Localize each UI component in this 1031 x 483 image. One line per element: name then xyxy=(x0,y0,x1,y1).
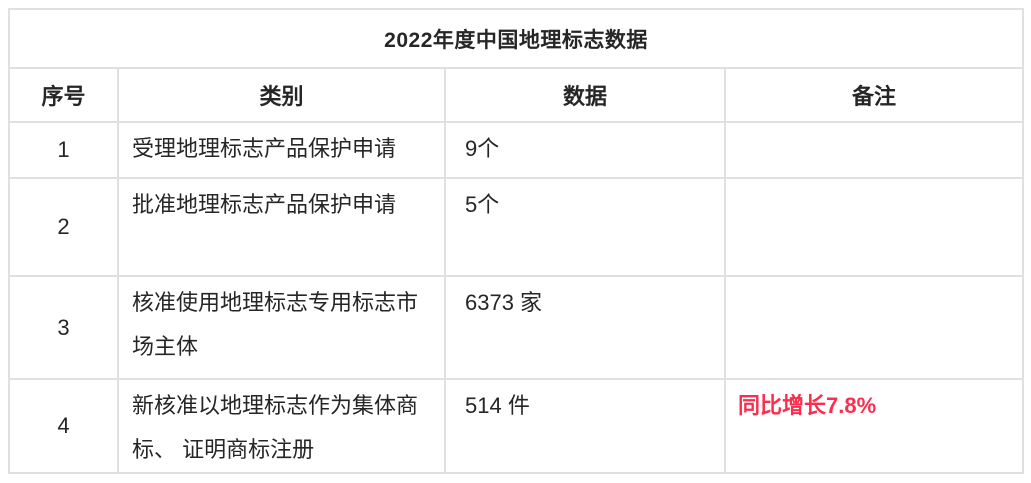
column-header-remark: 备注 xyxy=(723,67,1025,123)
column-header-no: 序号 xyxy=(8,67,119,123)
title-row: 2022年度中国地理标志数据 xyxy=(7,8,1025,69)
column-header-value: 数据 xyxy=(444,67,726,123)
cell-value: 9个 xyxy=(444,121,726,179)
cell-category: 新核准以地理标志作为集体商 标、 证明商标注册 xyxy=(117,378,446,474)
cell-value: 5个 xyxy=(444,177,726,277)
cell-remark xyxy=(723,177,1025,277)
cell-value: 514 件 xyxy=(444,378,726,474)
cell-category: 批准地理标志产品保护申请 xyxy=(117,177,446,277)
header-row: 序号 类别 数据 备注 xyxy=(8,67,1025,123)
cell-serial: 2 xyxy=(8,177,119,277)
cell-serial: 1 xyxy=(8,121,119,179)
table-row: 4 新核准以地理标志作为集体商 标、 证明商标注册 514 件 同比增长7.8% xyxy=(8,378,1025,474)
cell-remark-highlight: 同比增长7.8% xyxy=(723,378,1025,474)
cell-category: 核准使用地理标志专用标志市 场主体 xyxy=(117,275,446,380)
table-title: 2022年度中国地理标志数据 xyxy=(7,8,1025,69)
table-row: 2 批准地理标志产品保护申请 5个 xyxy=(8,177,1025,277)
cell-category: 受理地理标志产品保护申请 xyxy=(117,121,446,179)
gi-data-table: 2022年度中国地理标志数据 序号 类别 数据 备注 1 受理地理标志产品保护申… xyxy=(7,8,1025,474)
table-row: 3 核准使用地理标志专用标志市 场主体 6373 家 xyxy=(8,275,1025,380)
cell-remark xyxy=(723,275,1025,380)
cell-remark xyxy=(723,121,1025,179)
cell-serial: 4 xyxy=(8,378,119,474)
table-row: 1 受理地理标志产品保护申请 9个 xyxy=(8,121,1025,179)
column-header-category: 类别 xyxy=(117,67,446,123)
cell-value: 6373 家 xyxy=(444,275,726,380)
cell-serial: 3 xyxy=(8,275,119,380)
